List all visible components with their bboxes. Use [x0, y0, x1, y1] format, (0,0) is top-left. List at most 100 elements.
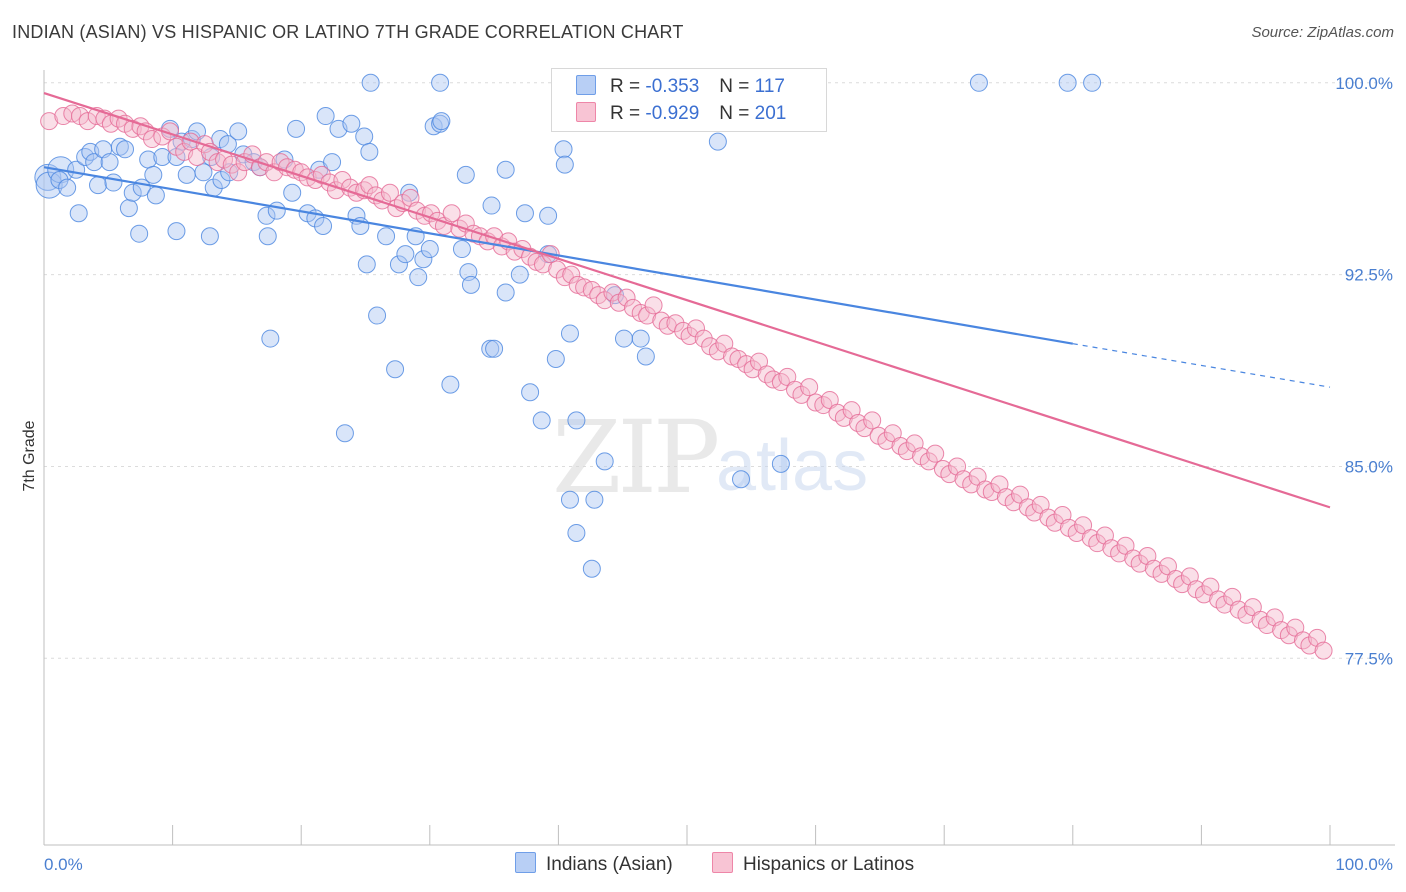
data-point	[104, 173, 123, 192]
data-point	[389, 255, 408, 274]
data-point	[603, 283, 622, 302]
data-point	[560, 324, 579, 343]
trend-line	[43, 91, 1331, 509]
data-point	[834, 408, 853, 427]
legend-r-value-hispanics: -0.929	[645, 103, 700, 124]
chart-title: INDIAN (ASIAN) VS HISPANIC OR LATINO 7TH…	[12, 22, 684, 42]
data-point	[969, 73, 988, 92]
data-point	[595, 452, 614, 471]
data-point	[212, 170, 231, 189]
data-point	[373, 191, 392, 210]
data-point	[1025, 503, 1044, 522]
data-point	[708, 342, 727, 361]
trend-line-extension	[1072, 343, 1331, 388]
data-point	[1088, 534, 1107, 553]
watermark: ZIP atlas	[552, 399, 868, 516]
data-point	[1058, 73, 1077, 92]
stats-legend: R = -0.353 N = 117 R = -0.929 N = 201	[551, 68, 827, 132]
data-point	[680, 327, 699, 346]
legend-swatch-indians	[576, 75, 596, 95]
data-point	[532, 411, 551, 430]
data-point	[360, 142, 379, 161]
data-point	[926, 444, 945, 463]
data-point	[35, 171, 63, 199]
data-point	[555, 155, 574, 174]
data-point	[177, 165, 196, 184]
data-point	[855, 419, 874, 438]
data-point	[360, 176, 379, 195]
grid-lines	[44, 82, 1395, 659]
data-point	[708, 132, 727, 151]
data-point	[461, 275, 480, 294]
data-point	[261, 329, 280, 348]
data-point	[546, 350, 565, 369]
data-point	[1067, 523, 1086, 542]
trend-lines	[43, 91, 1331, 509]
legend-r-label: R =	[610, 76, 641, 97]
legend-r-value-indians: -0.353	[645, 76, 700, 97]
data-point	[58, 178, 77, 197]
data-point	[414, 250, 433, 269]
data-point	[377, 227, 396, 246]
data-point	[119, 199, 138, 218]
data-point	[153, 147, 172, 166]
bottom-legend-hispanics[interactable]: Hispanics or Latinos	[712, 852, 914, 876]
data-point	[34, 163, 62, 191]
data-point	[897, 442, 916, 461]
data-point	[1215, 595, 1234, 614]
data-point	[258, 227, 277, 246]
data-point	[567, 523, 586, 542]
bottom-legend-swatch-indians	[515, 852, 536, 873]
data-point	[582, 559, 601, 578]
legend-n-label: N =	[719, 103, 750, 124]
data-point	[562, 265, 581, 284]
data-point	[771, 454, 790, 473]
series-hispanics-latinos	[40, 104, 1333, 660]
bottom-legend-label-indians: Indians (Asian)	[546, 854, 673, 875]
data-point	[267, 201, 286, 220]
data-point	[1279, 626, 1298, 645]
data-point	[1152, 564, 1171, 583]
bottom-legend-indians[interactable]: Indians (Asian)	[515, 852, 673, 876]
data-point	[1173, 575, 1192, 594]
data-point	[420, 240, 439, 259]
data-point	[877, 431, 896, 450]
data-point	[144, 165, 163, 184]
data-point	[1045, 513, 1064, 532]
legend-swatch-hispanics	[576, 102, 596, 122]
data-point	[146, 186, 165, 205]
data-point	[342, 114, 361, 133]
data-point	[431, 73, 450, 92]
data-point	[442, 204, 461, 223]
data-point	[800, 378, 819, 397]
data-point	[539, 206, 558, 225]
y-tick-label: 100.0%	[1335, 74, 1393, 93]
data-point	[409, 268, 428, 287]
data-point	[485, 339, 504, 358]
data-point	[982, 483, 1001, 502]
data-point	[323, 153, 342, 172]
source-label: Source: ZipAtlas.com	[1251, 24, 1394, 41]
data-point	[644, 296, 663, 315]
data-point	[631, 329, 650, 348]
data-point	[452, 240, 471, 259]
data-point	[167, 222, 186, 241]
data-point	[533, 255, 552, 274]
data-point	[69, 204, 88, 223]
y-tick-label: 77.5%	[1345, 649, 1393, 668]
data-point	[355, 127, 374, 146]
data-point	[85, 153, 104, 172]
axes	[43, 70, 1395, 846]
data-point	[510, 265, 529, 284]
data-point	[143, 130, 162, 149]
x-tick-label: 0.0%	[44, 855, 83, 874]
data-point	[357, 255, 376, 274]
data-point	[743, 360, 762, 379]
y-tick-label: 92.5%	[1345, 266, 1393, 285]
data-point	[181, 132, 200, 151]
tick-labels: 77.5% 85.0% 92.5% 100.0% 0.0% 100.0%	[44, 74, 1393, 874]
data-point	[694, 329, 713, 348]
data-point	[792, 385, 811, 404]
data-point	[617, 288, 636, 307]
